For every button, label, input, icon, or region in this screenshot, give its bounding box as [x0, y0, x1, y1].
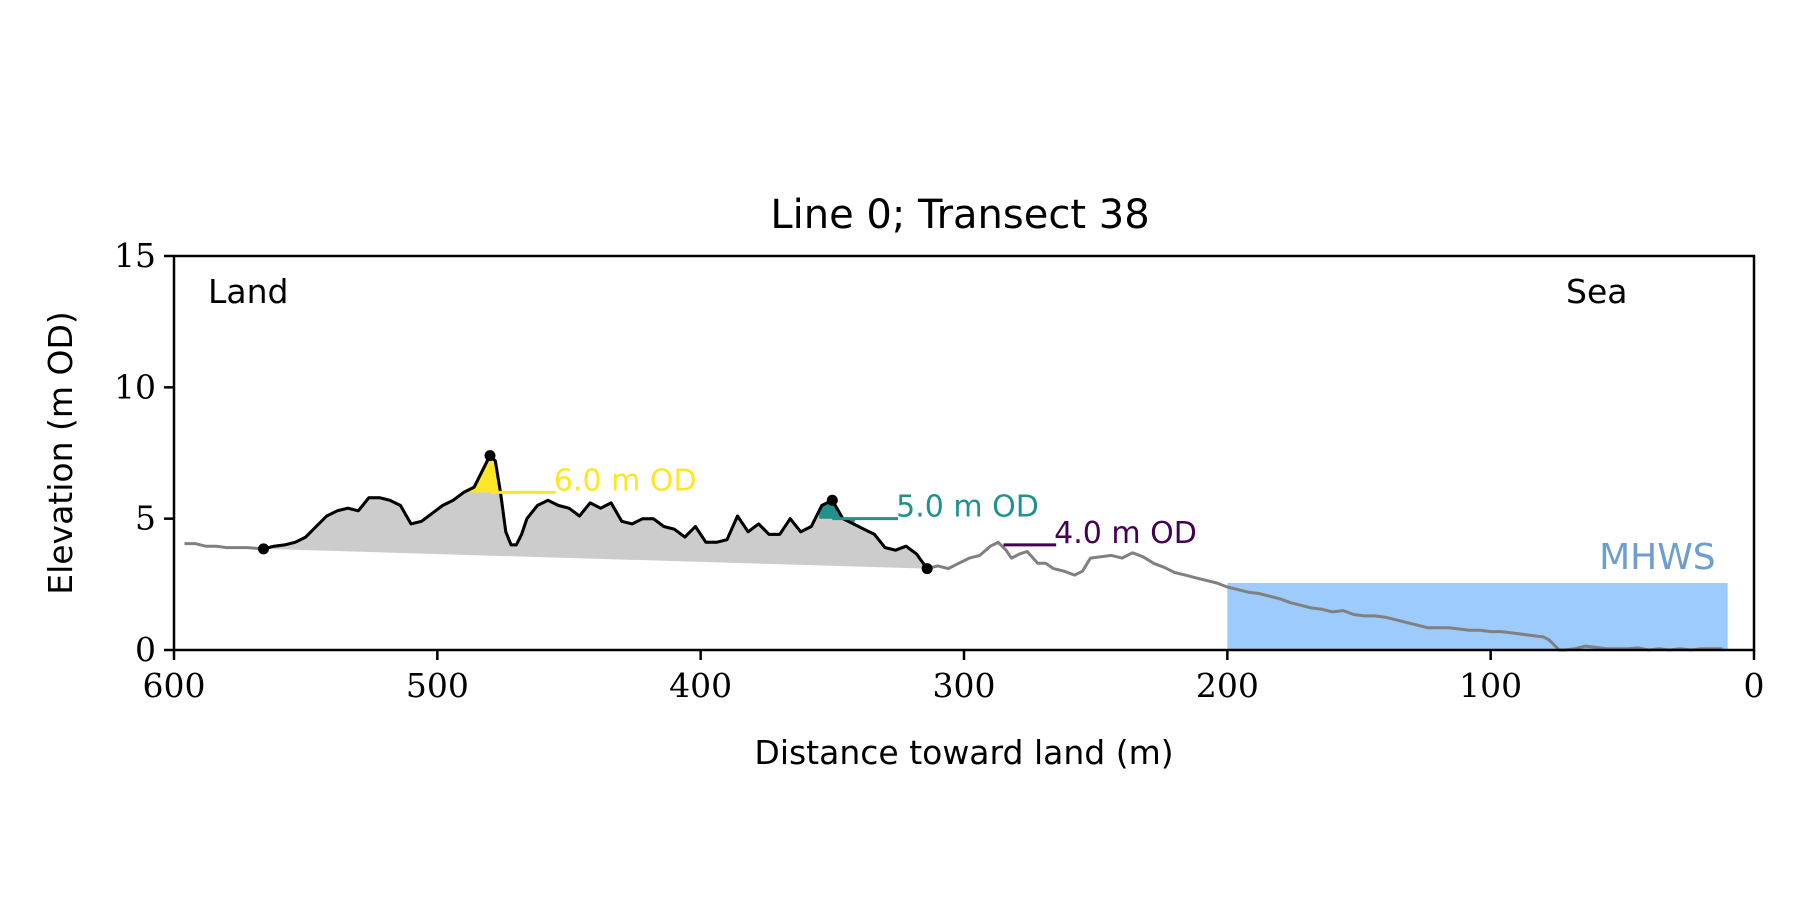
dune-toe-marker — [258, 543, 270, 555]
mhws-band — [1227, 583, 1728, 650]
x-tick-label: 0 — [1744, 666, 1765, 705]
y-tick-label: 10 — [114, 367, 156, 406]
x-tick-label: 400 — [669, 666, 732, 705]
peak-marker-2 — [826, 494, 838, 506]
peak-fill-1 — [463, 455, 504, 493]
axis-ticks: 600 500 400 300 200 100 0 0 5 10 15 — [114, 236, 1765, 705]
mhws-label: MHWS — [1599, 537, 1716, 578]
plot-area: MHWS 6.0 m OD 5.0 m OD 4.0 m OD — [184, 450, 1728, 652]
sea-label: Sea — [1566, 272, 1627, 311]
dune-area-fill — [263, 455, 928, 569]
level-label-peak-1: 6.0 m OD — [554, 463, 697, 498]
y-axis-label: Elevation (m OD) — [41, 311, 80, 595]
level-label-1: 4.0 m OD — [1054, 516, 1197, 551]
level-label-peak-2: 5.0 m OD — [896, 490, 1039, 525]
y-tick-label: 15 — [114, 236, 156, 275]
land-label: Land — [208, 272, 288, 311]
y-tick-label: 0 — [135, 630, 156, 669]
x-tick-label: 600 — [143, 666, 206, 705]
chart-title: Line 0; Transect 38 — [770, 192, 1149, 238]
dune-section-line — [263, 454, 929, 570]
x-tick-label: 100 — [1459, 666, 1522, 705]
y-tick-label: 5 — [135, 499, 156, 538]
x-tick-label: 300 — [933, 666, 996, 705]
x-axis-label: Distance toward land (m) — [754, 733, 1173, 772]
peak-marker-1 — [484, 450, 496, 462]
x-tick-label: 500 — [406, 666, 469, 705]
dune-heel-marker — [921, 563, 933, 575]
x-tick-label: 200 — [1196, 666, 1259, 705]
